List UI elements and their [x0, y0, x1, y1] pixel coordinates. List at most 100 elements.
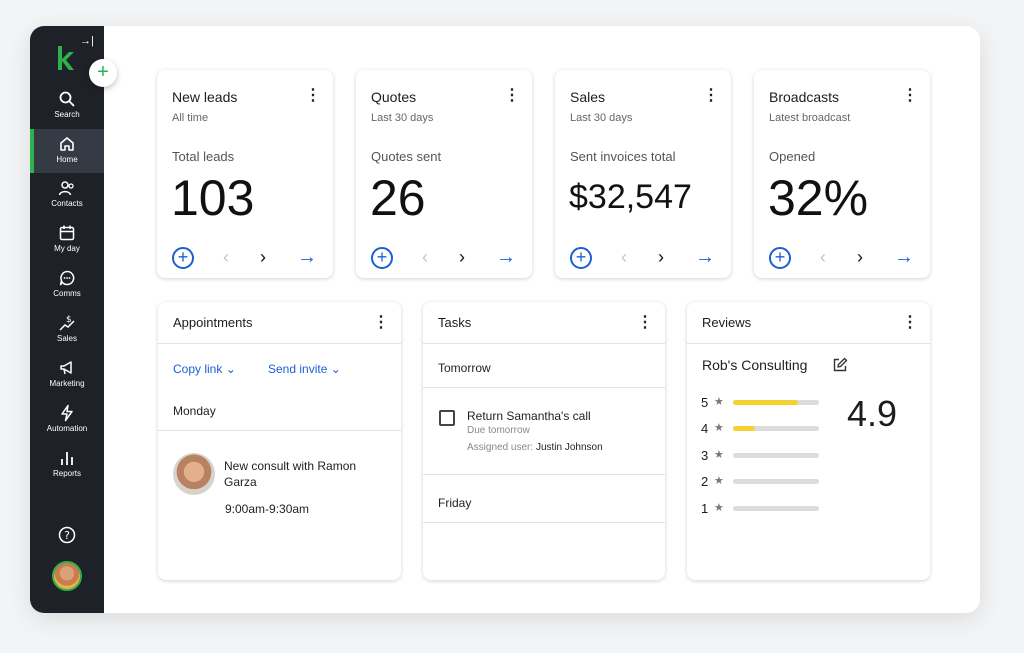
task-checkbox[interactable] — [439, 410, 455, 426]
appointment-title[interactable]: New consult with Ramon Garza — [224, 459, 357, 489]
nav-contacts[interactable]: Contacts — [30, 179, 104, 223]
copy-link-button[interactable]: Copy link ⌄ — [173, 362, 236, 376]
add-button[interactable]: + — [371, 247, 393, 269]
contact-avatar[interactable] — [173, 453, 215, 495]
more-menu-icon[interactable]: ⋮ — [902, 87, 918, 104]
divider — [423, 522, 665, 523]
rating-bar — [733, 426, 819, 431]
nav-label: Automation — [46, 424, 88, 433]
calendar-icon — [59, 225, 75, 241]
arrow-right-icon[interactable]: → — [894, 246, 914, 268]
star-icon: ★ — [714, 396, 724, 408]
rating-stars: 1 — [701, 501, 709, 516]
next-icon[interactable]: › — [658, 247, 664, 267]
nav-label: My day — [54, 244, 80, 253]
task-due: Due tomorrow — [467, 425, 530, 436]
user-avatar[interactable] — [52, 561, 82, 591]
more-menu-icon[interactable]: ⋮ — [703, 87, 719, 104]
divider — [158, 430, 401, 431]
metric-label: Total leads — [172, 149, 235, 164]
metric-label: Sent invoices total — [570, 149, 676, 164]
chevron-down-icon: ⌄ — [225, 362, 236, 376]
nav-label: Home — [56, 155, 78, 164]
divider — [423, 343, 665, 344]
bar-chart-icon — [61, 452, 73, 465]
chat-icon — [59, 270, 75, 286]
svg-text:?: ? — [64, 529, 70, 542]
rating-bar — [733, 479, 819, 484]
average-rating: 4.9 — [847, 393, 898, 434]
previous-icon[interactable]: ‹ — [621, 247, 627, 267]
metric-value: 32% — [768, 170, 869, 226]
panel-title: Tasks — [438, 315, 472, 330]
send-invite-button[interactable]: Send invite ⌄ — [268, 362, 341, 376]
next-icon[interactable]: › — [260, 247, 266, 267]
more-menu-icon[interactable]: ⋮ — [637, 314, 653, 331]
rating-stars: 3 — [701, 448, 709, 463]
next-icon[interactable]: › — [459, 247, 465, 267]
rating-stars: 5 — [701, 395, 709, 410]
assigned-label: Assigned user: — [467, 442, 534, 453]
business-name: Rob's Consulting — [702, 357, 808, 373]
next-icon[interactable]: › — [857, 247, 863, 267]
card-subtitle: Last 30 days — [371, 112, 434, 124]
nav-search[interactable]: Search — [30, 90, 104, 134]
nav-reports[interactable]: Reports — [30, 449, 104, 493]
arrow-right-icon[interactable]: → — [695, 246, 715, 268]
sales-card: Sales ⋮ Last 30 days Sent invoices total… — [555, 70, 731, 278]
previous-icon[interactable]: ‹ — [422, 247, 428, 267]
quick-add-button[interactable]: + — [89, 59, 117, 87]
contacts-icon — [58, 181, 74, 196]
edit-icon[interactable] — [832, 357, 848, 373]
rating-stars: 2 — [701, 474, 709, 489]
task-group-heading: Friday — [438, 496, 472, 510]
nav-label: Comms — [53, 289, 81, 298]
add-button[interactable]: + — [570, 247, 592, 269]
help-icon[interactable]: ? — [58, 526, 76, 544]
nav-comms[interactable]: Comms — [30, 269, 104, 313]
day-heading: Monday — [173, 404, 216, 418]
send-invite-label: Send invite — [268, 362, 328, 376]
nav-automation[interactable]: Automation — [30, 404, 104, 448]
arrow-right-icon[interactable]: → — [297, 246, 317, 268]
divider — [158, 343, 401, 344]
add-button[interactable]: + — [172, 247, 194, 269]
task-title[interactable]: Return Samantha's call — [467, 409, 591, 423]
card-title: Quotes — [371, 89, 417, 105]
nav-my-day[interactable]: My day — [30, 224, 104, 268]
reviews-panel: Reviews ⋮ Rob's Consulting 5 ★ 4 ★ 3 ★ 2… — [687, 302, 930, 580]
nav-sales[interactable]: $ Sales — [30, 314, 104, 358]
star-icon: ★ — [714, 502, 724, 514]
chevron-down-icon: ⌄ — [330, 362, 341, 376]
metric-value: 103 — [171, 170, 255, 226]
nav-home[interactable]: Home — [30, 129, 104, 173]
more-menu-icon[interactable]: ⋮ — [373, 314, 389, 331]
rating-row-3: 3 ★ — [701, 448, 831, 463]
panel-title: Reviews — [702, 315, 752, 330]
previous-icon[interactable]: ‹ — [820, 247, 826, 267]
card-title: Broadcasts — [769, 89, 840, 105]
previous-icon[interactable]: ‹ — [223, 247, 229, 267]
quotes-card: Quotes ⋮ Last 30 days Quotes sent 26 + ‹… — [356, 70, 532, 278]
rating-row-5: 5 ★ — [701, 395, 831, 410]
panel-title: Appointments — [173, 315, 253, 330]
star-icon: ★ — [714, 449, 724, 461]
more-menu-icon[interactable]: ⋮ — [504, 87, 520, 104]
broadcasts-card: Broadcasts ⋮ Latest broadcast Opened 32%… — [754, 70, 930, 278]
nav-label: Search — [54, 110, 80, 119]
nav-marketing[interactable]: Marketing — [30, 359, 104, 403]
rating-bar — [733, 400, 819, 405]
search-icon — [59, 91, 75, 107]
sidebar: →| Search Home Contacts My day Comms $ S… — [30, 26, 104, 613]
more-menu-icon[interactable]: ⋮ — [902, 314, 918, 331]
rating-bar-fill — [733, 426, 755, 431]
arrow-right-icon[interactable]: → — [496, 246, 516, 268]
divider — [423, 387, 665, 388]
svg-text:$: $ — [66, 315, 72, 325]
collapse-sidebar-icon[interactable]: →| — [80, 35, 94, 47]
divider — [423, 474, 665, 475]
nav-label: Reports — [52, 469, 81, 478]
keap-logo[interactable] — [56, 46, 74, 70]
add-button[interactable]: + — [769, 247, 791, 269]
more-menu-icon[interactable]: ⋮ — [305, 87, 321, 104]
